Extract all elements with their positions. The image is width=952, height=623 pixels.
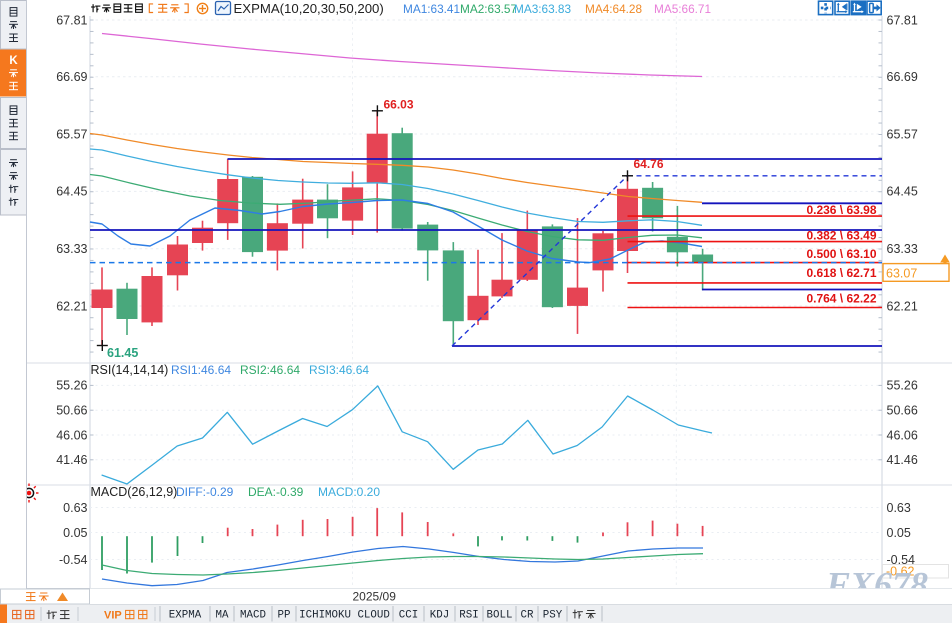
svg-text:MACD:0.20: MACD:0.20 — [318, 485, 380, 499]
svg-text:46.06: 46.06 — [56, 428, 87, 442]
svg-text:PSY: PSY — [543, 610, 563, 622]
svg-text:0.63: 0.63 — [887, 501, 911, 515]
svg-text:DEA:-0.39: DEA:-0.39 — [248, 485, 304, 499]
svg-text:66.69: 66.69 — [887, 70, 918, 84]
svg-text:EXPMA: EXPMA — [169, 610, 202, 622]
svg-text:0.618 \ 62.71: 0.618 \ 62.71 — [806, 266, 876, 280]
svg-text:67.81: 67.81 — [56, 13, 87, 27]
svg-text:66.69: 66.69 — [56, 70, 87, 84]
svg-text:64.45: 64.45 — [56, 185, 87, 199]
svg-text:MA5:66.71: MA5:66.71 — [654, 2, 711, 16]
svg-text:0.63: 0.63 — [63, 501, 87, 515]
svg-text:0.382 \ 63.49: 0.382 \ 63.49 — [806, 228, 876, 242]
svg-text:50.66: 50.66 — [887, 404, 918, 418]
svg-text:PP: PP — [278, 610, 291, 622]
svg-text:63.07: 63.07 — [886, 266, 917, 280]
svg-text:65.57: 65.57 — [887, 127, 918, 141]
svg-text:MACD(26,12,9): MACD(26,12,9) — [91, 485, 178, 499]
svg-text:0.05: 0.05 — [887, 526, 911, 540]
svg-text:55.26: 55.26 — [56, 379, 87, 393]
svg-text:RSI: RSI — [459, 610, 478, 622]
svg-text:MA3:63.83: MA3:63.83 — [514, 2, 571, 16]
svg-text:64.76: 64.76 — [634, 157, 664, 171]
svg-text:-0.54: -0.54 — [59, 553, 88, 567]
svg-text:MA2:63.57: MA2:63.57 — [460, 2, 517, 16]
svg-text:MA: MA — [216, 610, 229, 622]
svg-text:ICHIMOKU CLOUD: ICHIMOKU CLOUD — [299, 610, 390, 622]
svg-text:EXPMA(10,20,30,50,200): EXPMA(10,20,30,50,200) — [234, 1, 384, 16]
svg-text:46.06: 46.06 — [887, 428, 918, 442]
svg-text:0.764 \ 62.22: 0.764 \ 62.22 — [806, 292, 876, 306]
svg-text:MACD: MACD — [240, 610, 266, 622]
svg-text:CR: CR — [521, 610, 534, 622]
svg-text:RSI3:46.64: RSI3:46.64 — [309, 363, 369, 377]
svg-text:MA1:63.41: MA1:63.41 — [403, 2, 460, 16]
svg-text:2025/09: 2025/09 — [353, 590, 397, 604]
svg-text:64.45: 64.45 — [887, 185, 918, 199]
svg-text:41.46: 41.46 — [56, 453, 87, 467]
svg-text:RSI2:46.64: RSI2:46.64 — [240, 363, 300, 377]
svg-text:K: K — [9, 55, 18, 67]
svg-text:50.66: 50.66 — [56, 404, 87, 418]
svg-text:41.46: 41.46 — [887, 453, 918, 467]
svg-text:RSI(14,14,14): RSI(14,14,14) — [91, 363, 169, 377]
svg-text:VIP: VIP — [104, 609, 122, 621]
svg-text:66.03: 66.03 — [384, 98, 414, 112]
svg-text:CCI: CCI — [399, 610, 418, 622]
svg-text:0.500 \ 63.10: 0.500 \ 63.10 — [806, 247, 876, 261]
svg-text:BOLL: BOLL — [487, 610, 513, 622]
svg-text:65.57: 65.57 — [56, 127, 87, 141]
svg-text:-0.62: -0.62 — [886, 564, 915, 578]
svg-text:63.33: 63.33 — [887, 242, 918, 256]
svg-text:62.21: 62.21 — [56, 299, 87, 313]
svg-text:KDJ: KDJ — [430, 610, 449, 622]
svg-text:0.05: 0.05 — [63, 526, 87, 540]
svg-text:-0.54: -0.54 — [887, 553, 916, 567]
svg-text:RSI1:46.64: RSI1:46.64 — [171, 363, 231, 377]
svg-text:67.81: 67.81 — [887, 13, 918, 27]
svg-text:62.21: 62.21 — [887, 299, 918, 313]
svg-text:0.236 \ 63.98: 0.236 \ 63.98 — [806, 203, 876, 217]
svg-text:61.45: 61.45 — [107, 346, 138, 360]
svg-text:DIFF:-0.29: DIFF:-0.29 — [176, 485, 234, 499]
svg-text:MA4:64.28: MA4:64.28 — [585, 2, 642, 16]
svg-text:63.33: 63.33 — [56, 242, 87, 256]
svg-text:55.26: 55.26 — [887, 379, 918, 393]
